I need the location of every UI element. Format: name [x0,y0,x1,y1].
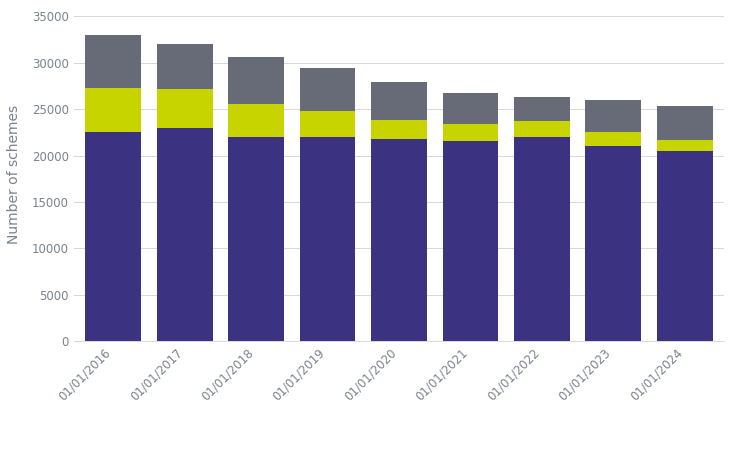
Bar [300,137,355,341]
Bar [657,140,713,151]
Bar [86,35,141,88]
Bar [371,82,427,120]
Bar [442,93,499,124]
Bar [228,103,284,137]
Bar [586,132,641,146]
Bar [371,120,427,139]
Bar [586,100,641,132]
Bar [514,97,569,121]
Y-axis label: Number of schemes: Number of schemes [7,105,21,244]
Bar [228,137,284,341]
Bar [657,106,713,140]
Bar [156,44,213,89]
Bar [300,68,355,111]
Bar [514,137,569,341]
Bar [300,111,355,137]
Bar [371,139,427,341]
Bar [442,141,499,341]
Bar [514,121,569,137]
Bar [442,124,499,141]
Bar [586,146,641,341]
Bar [86,88,141,132]
Bar [156,89,213,128]
Bar [228,57,284,103]
Bar [657,151,713,341]
Bar [156,128,213,341]
Bar [86,132,141,341]
